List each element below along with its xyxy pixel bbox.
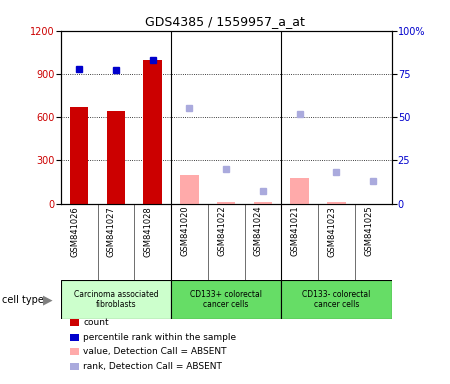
Text: count: count [83, 318, 109, 327]
Text: rank, Detection Call = ABSENT: rank, Detection Call = ABSENT [83, 362, 222, 371]
Text: GSM841022: GSM841022 [217, 206, 226, 257]
Text: GSM841021: GSM841021 [291, 206, 300, 257]
Bar [107, 111, 125, 204]
Bar [180, 175, 198, 204]
Text: GDS4385 / 1559957_a_at: GDS4385 / 1559957_a_at [145, 15, 305, 28]
Text: value, Detection Call = ABSENT: value, Detection Call = ABSENT [83, 347, 227, 356]
Text: percentile rank within the sample: percentile rank within the sample [83, 333, 236, 342]
Text: GSM841023: GSM841023 [328, 206, 337, 257]
Text: Carcinoma associated
fibroblasts: Carcinoma associated fibroblasts [73, 290, 158, 309]
Bar [217, 202, 235, 204]
Bar [254, 202, 272, 204]
Bar [281, 280, 392, 319]
Text: cell type: cell type [2, 295, 44, 305]
Text: CD133- colorectal
cancer cells: CD133- colorectal cancer cells [302, 290, 370, 309]
Text: GSM841024: GSM841024 [254, 206, 263, 257]
Bar [171, 280, 281, 319]
Text: ▶: ▶ [43, 293, 52, 306]
Text: GSM841020: GSM841020 [180, 206, 189, 257]
Text: GSM841025: GSM841025 [364, 206, 373, 257]
Text: GSM841027: GSM841027 [107, 206, 116, 257]
Bar [144, 60, 162, 204]
Text: CD133+ colorectal
cancer cells: CD133+ colorectal cancer cells [190, 290, 262, 309]
Bar [290, 178, 309, 204]
Bar [70, 107, 88, 204]
Bar [327, 202, 346, 204]
Bar [61, 280, 171, 319]
Text: GSM841028: GSM841028 [144, 206, 153, 257]
Text: GSM841026: GSM841026 [70, 206, 79, 257]
